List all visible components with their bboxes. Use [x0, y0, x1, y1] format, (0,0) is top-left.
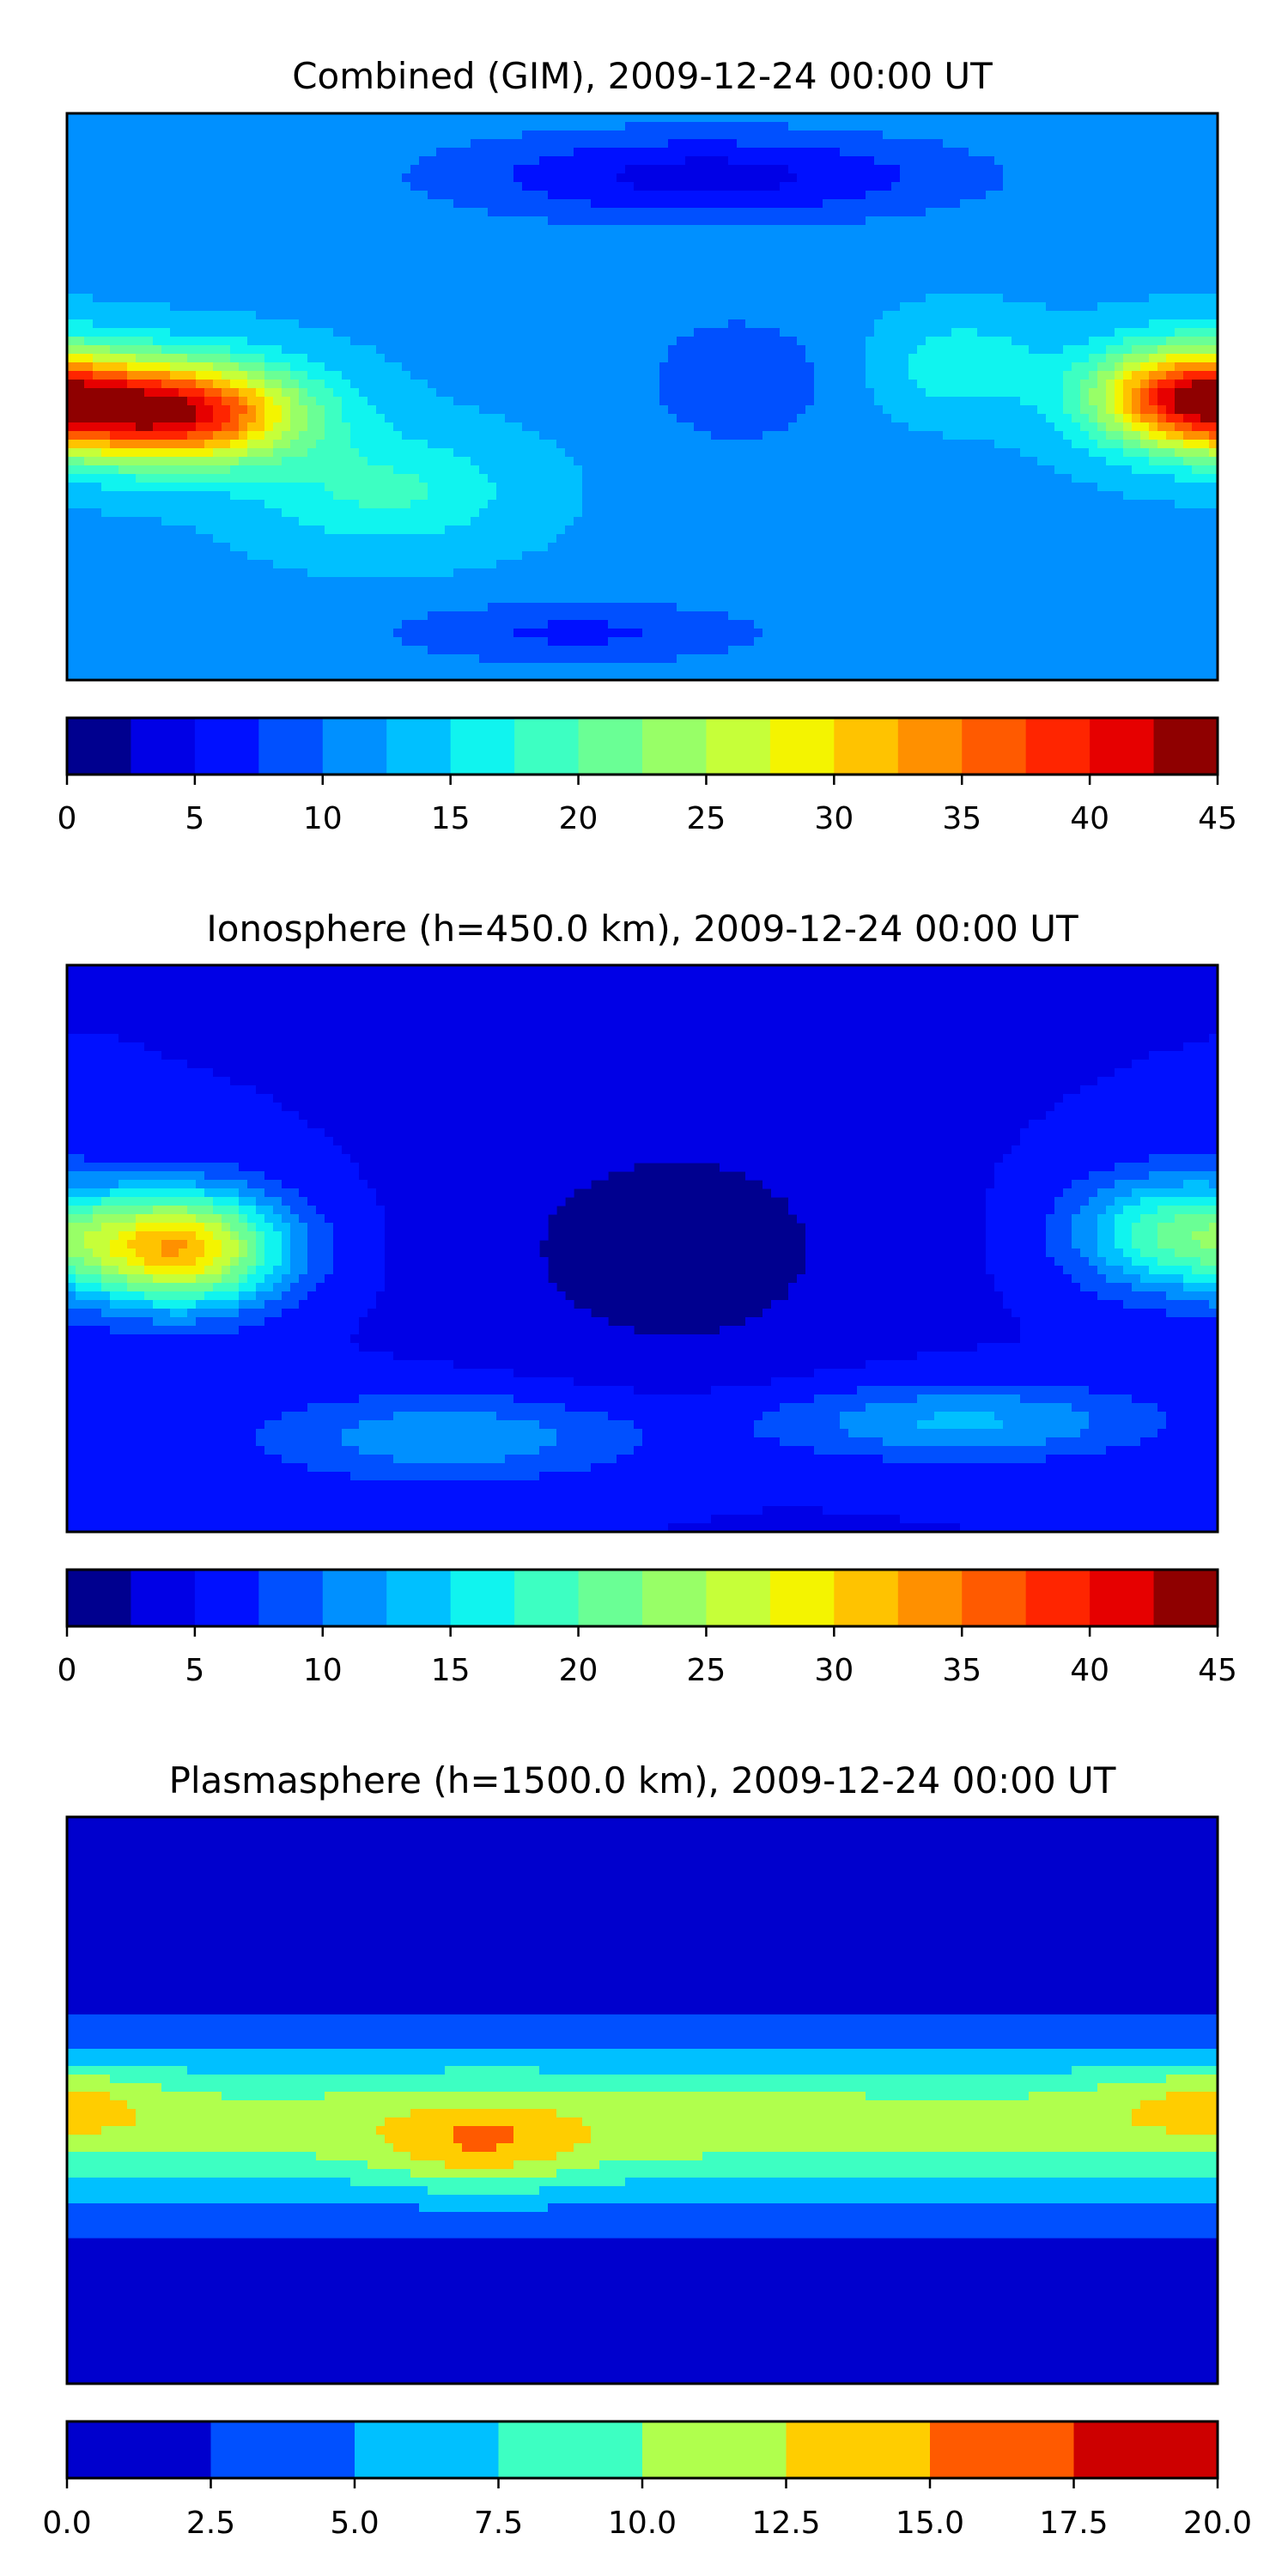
colorbar-segment [706, 1570, 771, 1626]
colorbar-segment [642, 1570, 707, 1626]
map-frame [65, 1815, 1219, 2385]
colorbar-segment [67, 718, 131, 775]
colorbar-segment [962, 718, 1027, 775]
colorbar-segment [1025, 718, 1091, 775]
colorbar: 0 5 10 15 20 25 30 35 40 45 [58, 716, 1237, 836]
colorbar-segment [642, 2421, 787, 2478]
colorbar-frame [65, 716, 1219, 776]
colorbar-segment [1090, 1570, 1155, 1626]
colorbar-segment [450, 1570, 515, 1626]
tec-field [67, 965, 1218, 1532]
colorbar-tick-label: 45 [1198, 801, 1237, 836]
colorbar-tick-label: 0 [58, 1653, 77, 1688]
colorbar-segment [131, 718, 196, 775]
colorbar-tick-label: 15 [431, 1653, 471, 1688]
colorbar-tick-label: 45 [1198, 1653, 1237, 1688]
colorbar-segment [930, 2421, 1074, 2478]
colorbar-tick-label: 30 [814, 801, 854, 836]
colorbar-segment [67, 1570, 131, 1626]
colorbar-segment [897, 718, 963, 775]
colorbar-tick-label: 7.5 [474, 2506, 523, 2541]
tec-field [67, 113, 1218, 680]
colorbar-tick-label: 30 [814, 1653, 854, 1688]
colorbar-segment [194, 718, 259, 775]
colorbar-tick-label: 20 [559, 1653, 598, 1688]
colorbar-tick-label: 10 [303, 1653, 343, 1688]
map-panel-3: Plasmasphere (h=1500.0 km), 2009-12-24 0… [42, 1759, 1252, 2541]
colorbar-segment [962, 1570, 1027, 1626]
colorbar-segment [67, 2421, 211, 2478]
colorbar-tick-label: 5.0 [330, 2506, 379, 2541]
colorbar-tick-label: 10.0 [608, 2506, 677, 2541]
colorbar-segment [578, 718, 643, 775]
colorbar-segment [642, 718, 707, 775]
panel-title: Combined (GIM), 2009-12-24 00:00 UT [292, 55, 993, 97]
colorbar-tick-label: 35 [942, 801, 981, 836]
colorbar-tick-label: 10 [303, 801, 343, 836]
colorbar-segment [322, 1570, 387, 1626]
colorbar-segment [897, 1570, 963, 1626]
colorbar-segment [706, 718, 771, 775]
colorbar-tick-label: 2.5 [186, 2506, 235, 2541]
colorbar-segment [1090, 718, 1155, 775]
map-frame [65, 112, 1219, 682]
colorbar-tick-label: 17.5 [1039, 2506, 1108, 2541]
colorbar-segment [1153, 1570, 1218, 1626]
colorbar: 0.0 2.5 5.0 7.5 10.0 12.5 15.0 17.5 20.0 [42, 2420, 1252, 2541]
colorbar-segment [131, 1570, 196, 1626]
colorbar-segment [834, 1570, 899, 1626]
colorbar-segment [450, 718, 515, 775]
colorbar-tick-label: 0.0 [42, 2506, 91, 2541]
colorbar-segment [578, 1570, 643, 1626]
map-frame [65, 963, 1219, 1534]
colorbar-tick-label: 5 [185, 1653, 204, 1688]
colorbar-segment [1073, 2421, 1218, 2478]
map-panel-2: Ionosphere (h=450.0 km), 2009-12-24 00:0… [58, 908, 1237, 1688]
colorbar-segment [514, 1570, 580, 1626]
colorbar-tick-label: 35 [942, 1653, 981, 1688]
colorbar-tick-label: 25 [687, 801, 726, 836]
colorbar-tick-label: 40 [1070, 801, 1109, 836]
colorbar-tick-label: 15.0 [896, 2506, 964, 2541]
colorbar-segment [386, 1570, 452, 1626]
colorbar-tick-label: 40 [1070, 1653, 1109, 1688]
colorbar-segment [386, 718, 452, 775]
colorbar-tick-label: 20 [559, 801, 598, 836]
colorbar-segment [355, 2421, 499, 2478]
colorbar-tick-label: 5 [185, 801, 204, 836]
colorbar-segment [258, 718, 324, 775]
colorbar-segment [1025, 1570, 1091, 1626]
colorbar-segment [210, 2421, 355, 2478]
panel-title: Plasmasphere (h=1500.0 km), 2009-12-24 0… [169, 1759, 1116, 1801]
colorbar-tick-label: 20.0 [1183, 2506, 1252, 2541]
colorbar-tick-label: 15 [431, 801, 471, 836]
colorbar-segment [1153, 718, 1218, 775]
colorbar-segment [834, 718, 899, 775]
colorbar-tick-label: 0 [58, 801, 77, 836]
colorbar-segment [786, 2421, 931, 2478]
tec-field [67, 1817, 1218, 2384]
colorbar-tick-label: 12.5 [751, 2506, 820, 2541]
colorbar-segment [322, 718, 387, 775]
colorbar: 0 5 10 15 20 25 30 35 40 45 [58, 1568, 1237, 1688]
colorbar-segment [769, 1570, 835, 1626]
map-panel-1: Combined (GIM), 2009-12-24 00:00 UT 0 5 10 1… [58, 55, 1237, 836]
colorbar-frame [65, 1568, 1219, 1628]
colorbar-tick-label: 25 [687, 1653, 726, 1688]
colorbar-segment [769, 718, 835, 775]
colorbar-segment [194, 1570, 259, 1626]
colorbar-segment [498, 2421, 643, 2478]
colorbar-segment [258, 1570, 324, 1626]
panel-title: Ionosphere (h=450.0 km), 2009-12-24 00:0… [206, 908, 1078, 950]
colorbar-segment [514, 718, 580, 775]
